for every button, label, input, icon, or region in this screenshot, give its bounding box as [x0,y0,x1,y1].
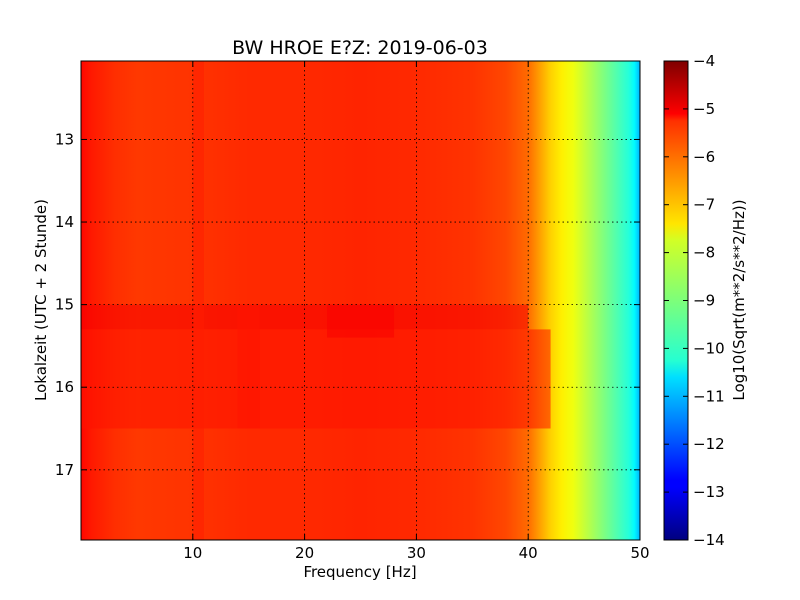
colorbar-tick-label: −9 [693,292,715,310]
colorbar-tick-label: −11 [693,387,725,405]
x-axis-label: Frequency [Hz] [303,563,416,581]
x-tick-label: 20 [295,544,314,562]
y-tick-label: 13 [55,130,74,148]
colorbar-tick-label: −13 [693,483,725,501]
spectrogram-feature-band [192,61,204,540]
spectrogram-feature-band [237,304,260,429]
colorbar-tick-label: −8 [693,244,715,262]
colorbar-tick-label: −12 [693,435,725,453]
colorbar-tick-label: −10 [693,339,725,357]
y-axis-ticks: 13 14 15 16 17 [55,130,640,479]
x-tick-label: 30 [407,544,426,562]
y-tick-label: 15 [55,296,74,314]
spectrogram-base [81,61,640,540]
spectrogram-feature-band [327,304,395,338]
colorbar-tick-label: −7 [693,196,715,214]
spectrogram-feature-band [81,329,551,429]
y-tick-label: 14 [55,213,74,231]
y-tick-label: 16 [55,378,74,396]
grid-lines [81,61,640,540]
colorbar: −4 −5 −6 −7 −8 −9 −10 −11 −12 −13 −14 Log10(Sqrt(m… [663,52,748,549]
colorbar-label: Log10(Sqrt(m**2/s**2/Hz)) [730,199,748,400]
y-tick-label: 17 [55,461,74,479]
x-tick-label: 40 [519,544,538,562]
colorbar-tick-label: −6 [693,148,715,166]
colorbar-tick-label: −14 [693,531,725,549]
chart-title: BW HROE E?Z: 2019-06-03 [232,37,488,59]
spectrogram-feature-band [81,304,529,330]
x-tick-label: 10 [183,544,202,562]
y-axis-label: Lokalzeit (UTC + 2 Stunde) [32,199,50,401]
colorbar-ticks: −4 −5 −6 −7 −8 −9 −10 −11 −12 −13 −14 [664,52,725,549]
plot-frame [80,60,641,541]
colorbar-tick-label: −5 [693,100,715,118]
x-axis-ticks: 10 20 30 40 50 [183,61,650,562]
spectrogram-plot-area [81,61,640,540]
spectrogram-features [81,61,551,540]
colorbar-tick-label: −4 [693,52,715,70]
x-tick-label: 50 [630,544,649,562]
